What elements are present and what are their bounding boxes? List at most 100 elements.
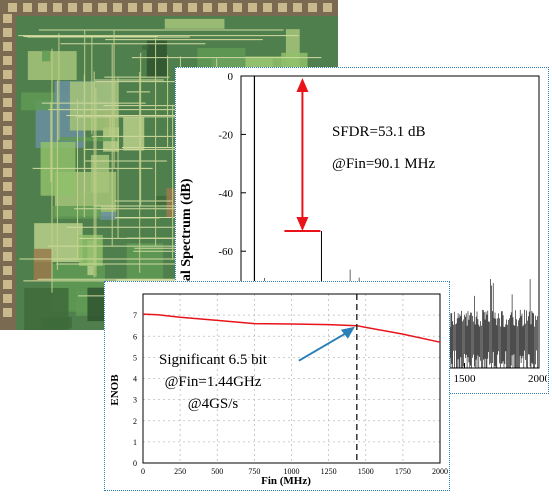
enob-arrow-head [340, 326, 355, 339]
bond-pad [3, 154, 12, 163]
enob-annotation-1: Significant 6.5 bit [159, 352, 268, 368]
spectrum-y-tick-labels: 0-20-40-60-80 [218, 71, 246, 317]
bond-pad [3, 56, 12, 65]
spectrum-x-tick-label: 2000 [528, 373, 547, 385]
circuit-block [33, 248, 53, 282]
spectrum-y-tick-label: -60 [218, 246, 233, 258]
sfdr-arrow-head-down [296, 217, 309, 232]
circuit-block [24, 288, 69, 330]
bond-pad [3, 84, 12, 93]
enob-x-tick-label: 2000 [432, 467, 448, 476]
bond-pad [3, 210, 12, 219]
enob-arrow-shaft [298, 331, 348, 362]
spectrum-y-tick-label: 0 [228, 71, 234, 83]
spectrum-y-axis-label: Signal Spectrum (dB) [179, 178, 194, 307]
bond-pad [3, 112, 12, 121]
bond-pad [3, 182, 12, 191]
circuit-block [123, 117, 145, 151]
bond-pad [3, 252, 12, 261]
bond-pad [3, 238, 12, 247]
enob-y-tick-label: 0 [133, 459, 137, 468]
bond-pad [323, 3, 332, 12]
bond-pad [248, 3, 257, 12]
bond-pad [203, 3, 212, 12]
spectrum-chart: 0-20-40-60-80 15002000 Signal Spectrum (… [179, 71, 547, 385]
bond-pad [308, 3, 317, 12]
enob-chart: 0 250 500 750 1000 1250 1500 1750 2000 01234567 … [109, 293, 448, 487]
bond-pad [3, 14, 12, 23]
bond-pad [3, 70, 12, 79]
spectrum-x-tick-labels: 1500 2000 [454, 363, 547, 385]
spectrum-y-tick-label: -40 [218, 188, 233, 200]
bond-pad [3, 266, 12, 275]
enob-x-tick-label: 1500 [358, 467, 374, 476]
bond-pad [3, 196, 12, 205]
circuit-block [99, 211, 117, 220]
enob-x-tick-label: 500 [211, 467, 223, 476]
bond-pad [128, 3, 137, 12]
bond-pad [3, 280, 12, 289]
circuit-block [142, 45, 149, 50]
bond-pad [3, 224, 12, 233]
enob-axes-frame [142, 293, 441, 464]
circuit-block [57, 137, 119, 142]
enob-y-axis-label: ENOB [109, 374, 121, 406]
bond-pad [218, 3, 227, 12]
enob-annotation-3: @4GS/s [188, 396, 239, 412]
bond-pad [83, 3, 92, 12]
enob-x-tick-label: 1750 [395, 467, 411, 476]
enob-x-axis-label: Fin (MHz) [261, 475, 311, 487]
bond-pad [278, 3, 287, 12]
bond-pad [8, 3, 17, 12]
bond-pad [143, 3, 152, 12]
sfdr-annotation: SFDR=53.1 dB [332, 124, 426, 140]
enob-y-tick-labels: 0 1 2 3 4 5 6 7 [133, 311, 137, 468]
bond-pad [188, 3, 197, 12]
enob-x-tick-labels: 0 250 500 750 1000 1250 1500 1750 2000 [141, 467, 448, 476]
circuit-block [78, 234, 103, 266]
enob-y-tick-label: 3 [133, 396, 137, 405]
bond-pad [173, 3, 182, 12]
enob-x-tick-label: 250 [174, 467, 186, 476]
bond-pad [3, 140, 12, 149]
bond-pad [263, 3, 272, 12]
enob-y-tick-label: 1 [133, 438, 137, 447]
circuit-block [87, 287, 105, 322]
enob-annotation-2: @Fin=1.44GHz [165, 374, 262, 390]
enob-x-tick-label: 750 [248, 467, 260, 476]
bond-pad [68, 3, 77, 12]
bond-pad [38, 3, 47, 12]
bond-pad [3, 98, 12, 107]
spectrum-y-tick-label: -20 [218, 129, 233, 141]
sfdr-fin-annotation: @Fin=90.1 MHz [332, 156, 435, 172]
circuit-block [42, 50, 51, 62]
enob-x-tick-label: 1000 [284, 467, 300, 476]
bond-pad [3, 28, 12, 37]
circuit-block [40, 142, 76, 196]
enob-series-line [142, 313, 441, 343]
enob-y-tick-label: 7 [133, 311, 137, 320]
enob-pointer-arrow [298, 326, 355, 362]
bond-pad [233, 3, 242, 12]
bond-pad [98, 3, 107, 12]
enob-y-tick-label: 6 [133, 332, 137, 341]
bond-pad [3, 168, 12, 177]
bond-pad [158, 3, 167, 12]
enob-x-tick-label: 0 [141, 467, 145, 476]
bond-pad [293, 3, 302, 12]
bond-pad [3, 294, 12, 303]
spectrum-x-tick-label: 1500 [454, 373, 477, 385]
enob-x-tick-label: 1250 [321, 467, 337, 476]
enob-y-tick-label: 4 [133, 375, 137, 384]
circuit-block [164, 18, 225, 29]
sfdr-arrow [284, 78, 321, 233]
enob-y-tick-label: 5 [133, 353, 137, 362]
bond-pad [113, 3, 122, 12]
bond-pad [3, 42, 12, 51]
enob-y-tick-label: 2 [133, 417, 137, 426]
sfdr-arrow-head-up [296, 78, 309, 92]
bond-pad [3, 126, 12, 135]
bond-pad [23, 3, 32, 12]
circuit-block [146, 40, 167, 78]
